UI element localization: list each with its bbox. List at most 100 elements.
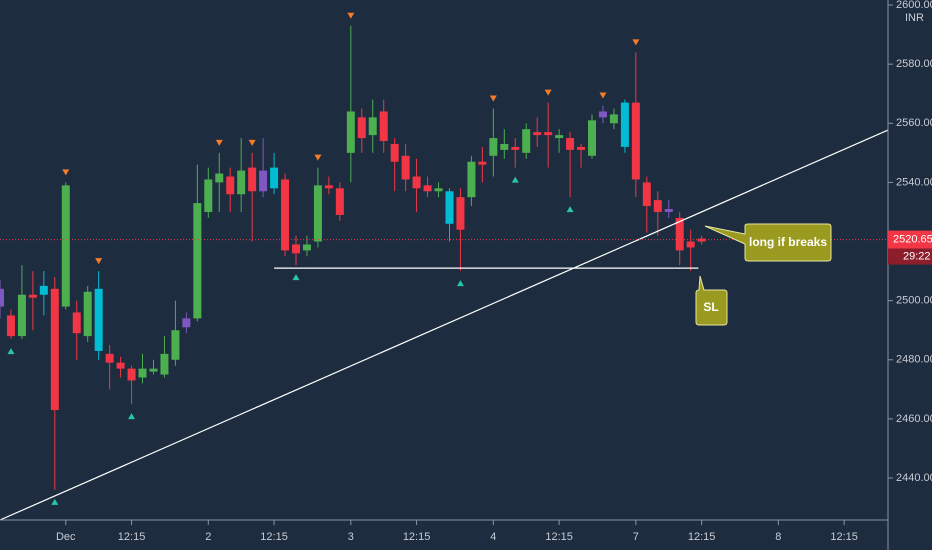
sell-signal — [215, 139, 223, 146]
candle-body — [577, 146, 586, 150]
candle-body — [533, 132, 542, 136]
candle-body — [259, 170, 268, 192]
candle-body — [204, 179, 213, 212]
candle-body — [171, 330, 180, 360]
y-tick-label: 2440.00 — [896, 472, 932, 484]
candle-body — [270, 167, 279, 189]
candle-body — [368, 117, 377, 136]
candle-body — [566, 138, 575, 150]
y-tick-label: 2480.00 — [896, 354, 932, 366]
last-price-box — [888, 230, 932, 249]
callout-sl: SL — [695, 275, 728, 326]
candle-body — [105, 353, 114, 363]
x-tick-label: 12:15 — [118, 531, 146, 543]
x-tick-label: 12:15 — [545, 531, 573, 543]
candle-body — [489, 138, 498, 156]
x-tick-label: 8 — [775, 531, 781, 543]
candle-body — [697, 238, 706, 242]
x-tick-label: 12:15 — [260, 531, 288, 543]
y-tick-label: 2500.00 — [896, 295, 932, 307]
callout-box — [695, 275, 728, 326]
sell-signal — [314, 154, 322, 161]
candle-body — [390, 143, 399, 162]
last-price-label: 2520.65 — [893, 234, 932, 246]
candle-body — [237, 170, 246, 195]
candle-body — [412, 176, 421, 189]
candle-body — [434, 188, 443, 192]
candle-body — [467, 161, 476, 198]
candle-body — [346, 111, 355, 153]
y-tick-label: 2540.00 — [896, 176, 932, 188]
candle-body — [28, 294, 37, 298]
candle-body — [357, 117, 366, 139]
candle-body — [313, 185, 322, 242]
x-tick-label: 4 — [490, 531, 496, 543]
candle-body — [401, 155, 410, 180]
candle-body — [445, 191, 454, 224]
candle-body — [335, 188, 344, 215]
y-tick-label: 2600.00 — [896, 0, 932, 11]
buy-signal — [7, 348, 15, 355]
countdown-label: 29:22 — [903, 251, 931, 263]
candle-body — [423, 185, 432, 192]
candle-body — [588, 120, 596, 156]
candle-body — [544, 132, 553, 136]
candle-body — [116, 362, 125, 369]
candle-body — [664, 209, 673, 212]
candle-body — [324, 185, 333, 189]
candle-body — [127, 368, 136, 381]
candle-body — [39, 285, 48, 295]
buy-signal — [511, 176, 519, 183]
candle-body — [478, 161, 487, 165]
candle-body — [94, 288, 103, 351]
candle-body — [609, 114, 618, 124]
x-tick-label: 7 — [633, 531, 639, 543]
sell-signal — [347, 12, 355, 19]
candle-body — [653, 200, 662, 212]
candle-body — [226, 176, 235, 195]
sell-signal — [489, 95, 497, 102]
y-tick-label: 2580.00 — [896, 58, 932, 70]
candle-body — [511, 146, 520, 150]
candle-body — [620, 102, 629, 147]
sell-signal — [632, 39, 640, 46]
candle-body — [0, 288, 4, 307]
candle-body — [598, 111, 607, 118]
candle-body — [686, 241, 695, 248]
sell-signal — [248, 139, 256, 146]
candle-body — [379, 111, 388, 142]
candle-body — [555, 135, 564, 139]
trendline — [0, 129, 889, 521]
sell-signal — [95, 258, 103, 265]
countdown-box — [888, 248, 932, 265]
candle-body — [675, 217, 684, 251]
plot-area — [0, 12, 889, 521]
sell-signal — [62, 169, 70, 176]
candle-body — [500, 143, 509, 150]
callout-text: long if breaks — [749, 235, 827, 249]
candle-body — [149, 368, 158, 372]
candle-body — [72, 312, 81, 334]
candle-body — [182, 318, 191, 328]
x-tick-label: Dec — [56, 531, 76, 543]
callout-box — [704, 223, 832, 262]
sell-signal — [599, 92, 607, 99]
candle-body — [248, 167, 257, 192]
sell-signal — [544, 89, 552, 96]
candle-body — [631, 102, 640, 180]
currency-label: INR — [905, 12, 924, 24]
candle-body — [138, 368, 147, 378]
candle-body — [6, 315, 15, 337]
y-tick-label: 2460.00 — [896, 413, 932, 425]
candle-body — [522, 129, 531, 153]
x-tick-label: 12:15 — [830, 531, 858, 543]
x-tick-label: 12:15 — [403, 531, 431, 543]
candle-body — [61, 185, 70, 307]
buy-signal — [456, 280, 464, 287]
callout-long: long if breaks — [704, 223, 832, 262]
candle-body — [83, 291, 92, 337]
candle-body — [456, 197, 465, 230]
buy-signal — [128, 413, 136, 420]
